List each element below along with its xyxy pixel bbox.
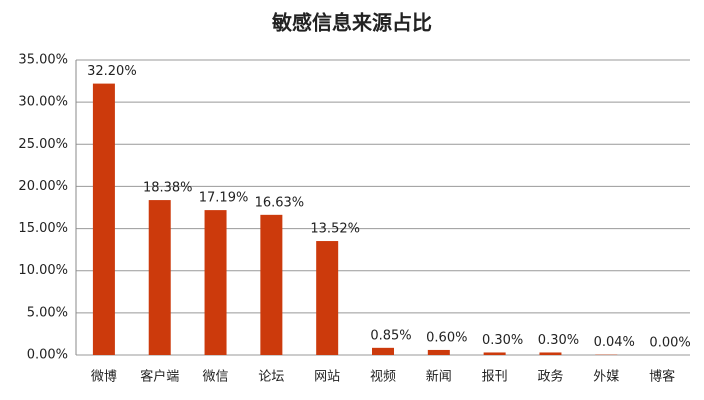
bar <box>92 83 115 355</box>
bar <box>316 241 339 355</box>
bar <box>427 349 450 355</box>
bar <box>539 352 562 355</box>
value-label: 18.38% <box>143 181 193 196</box>
value-label: 0.00% <box>649 336 690 351</box>
bar <box>204 210 227 355</box>
y-tick-label: 15.00% <box>18 221 68 236</box>
bar <box>260 214 283 355</box>
y-tick-label: 25.00% <box>18 137 68 152</box>
y-tick-label: 0.00% <box>27 348 68 363</box>
y-tick-label: 20.00% <box>18 179 68 194</box>
bar <box>372 347 394 355</box>
y-tick-label: 35.00% <box>18 53 68 68</box>
y-tick-label: 10.00% <box>18 263 68 278</box>
x-tick-label: 外媒 <box>593 370 619 385</box>
x-tick-label: 微信 <box>203 370 229 385</box>
x-tick-label: 政务 <box>537 369 563 385</box>
x-tick-label: 博客 <box>649 369 675 385</box>
value-label: 16.63% <box>255 195 305 210</box>
value-label: 32.20% <box>87 64 137 79</box>
y-tick-label: 5.00% <box>27 305 68 320</box>
x-tick-label: 视频 <box>370 370 396 385</box>
chart-title: 敏感信息来源占比 <box>271 11 432 35</box>
y-tick-label: 30.00% <box>18 95 68 110</box>
x-tick-label: 微博 <box>91 370 117 385</box>
value-label: 13.52% <box>310 222 360 237</box>
x-tick-label: 论坛 <box>258 370 284 385</box>
value-label: 0.85% <box>370 328 411 343</box>
x-tick-label: 新闻 <box>426 369 452 385</box>
value-label: 0.60% <box>426 330 467 345</box>
value-label: 0.30% <box>482 333 523 348</box>
x-tick-label: 报刊 <box>482 370 508 385</box>
x-tick-label: 网站 <box>314 370 340 385</box>
value-label: 0.04% <box>594 335 635 350</box>
bar <box>148 200 171 355</box>
x-tick-label: 客户端 <box>140 369 179 385</box>
bar <box>483 352 506 355</box>
value-label: 17.19% <box>199 191 249 206</box>
value-label: 0.30% <box>538 333 579 348</box>
